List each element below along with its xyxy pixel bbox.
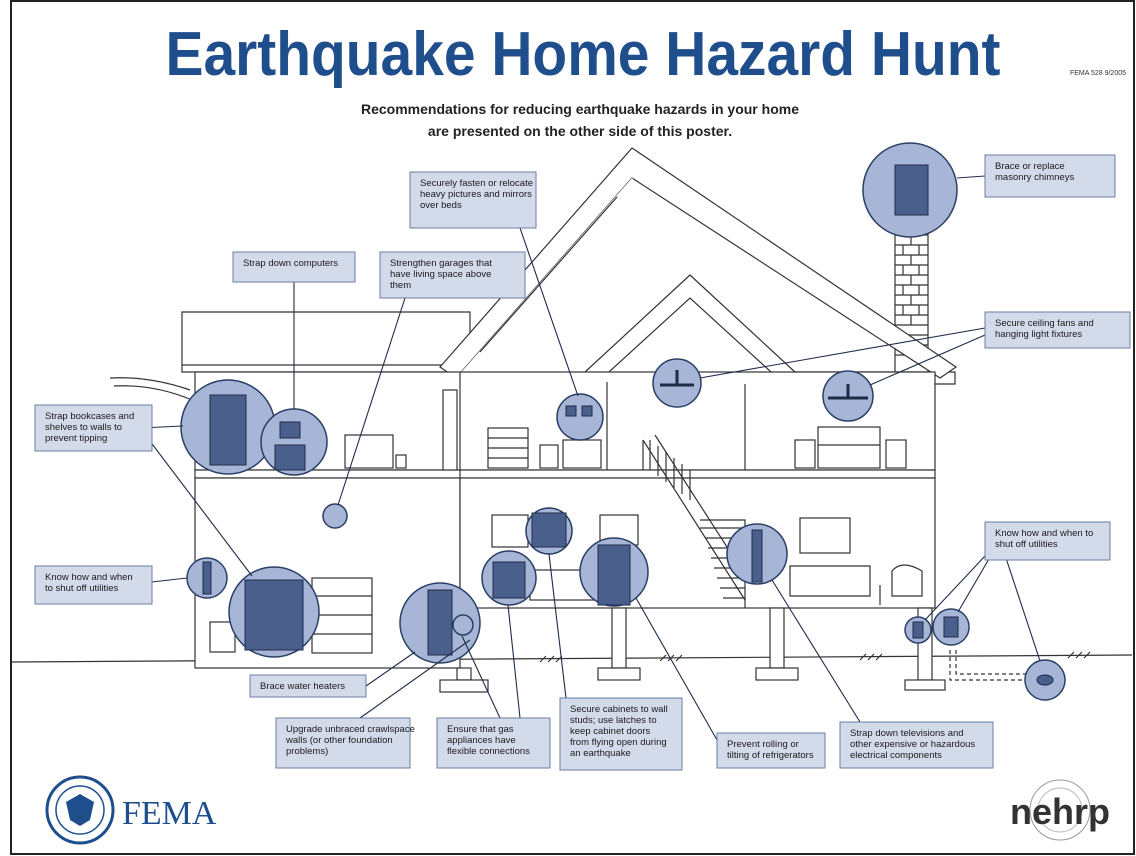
callout-text: hanging light fixtures xyxy=(995,329,1082,340)
callout-text: Upgrade unbraced crawlspace xyxy=(286,724,415,735)
callout-text: Secure cabinets to wall xyxy=(570,704,668,715)
callout-text: Know how and when xyxy=(45,572,133,583)
callout-text: other expensive or hazardous xyxy=(850,739,975,750)
callout-text: have living space above xyxy=(390,269,491,280)
callout-text: Strap bookcases and xyxy=(45,411,134,422)
title: Earthquake Home Hazard Hunt xyxy=(166,20,1001,89)
callout-text: an earthquake xyxy=(570,748,631,759)
fema-wordmark: FEMA xyxy=(122,795,217,832)
callout-text: Secure ceiling fans and xyxy=(995,318,1094,329)
callout-text: keep cabinet doors xyxy=(570,726,651,737)
callout-text: electrical components xyxy=(850,750,942,761)
subtitle: Recommendations for reducing earthquake … xyxy=(361,101,799,117)
callout-text: Securely fasten or relocate xyxy=(420,178,533,189)
callout-text: Prevent rolling or xyxy=(727,739,799,750)
callout-text: to shut off utilities xyxy=(45,583,118,594)
callout-text: over beds xyxy=(420,200,462,211)
callout-text: heavy pictures and mirrors xyxy=(420,189,532,200)
callout-text: Strap down computers xyxy=(243,258,338,269)
callout-text: prevent tipping xyxy=(45,433,107,444)
callout-text: Strengthen garages that xyxy=(390,258,492,269)
callout-text: masonry chimneys xyxy=(995,172,1074,183)
callout-text: tilting of refrigerators xyxy=(727,750,814,761)
callout-text: appliances have xyxy=(447,735,516,746)
callout-text: flexible connections xyxy=(447,746,530,757)
callout-text: Ensure that gas xyxy=(447,724,514,735)
callout-text: Brace water heaters xyxy=(260,681,345,692)
subtitle: are presented on the other side of this … xyxy=(428,123,732,139)
callout-text: shut off utilities xyxy=(995,539,1058,550)
poster-code: FEMA 528 9/2005 xyxy=(1070,70,1126,77)
callout-text: Know how and when to xyxy=(995,528,1093,539)
callout-text: them xyxy=(390,280,411,291)
nehrp-wordmark: nehrp xyxy=(1010,791,1110,832)
callout-text: walls (or other foundation xyxy=(285,735,393,746)
poster: Earthquake Home Hazard Hunt FEMA 528 9/2… xyxy=(0,0,1136,856)
callout-text: shelves to walls to xyxy=(45,422,122,433)
callout-text: from flying open during xyxy=(570,737,667,748)
callout-text: Strap down televisions and xyxy=(850,728,964,739)
callout-text: Brace or replace xyxy=(995,161,1065,172)
callout-text: studs; use latches to xyxy=(570,715,657,726)
callout-text: problems) xyxy=(286,746,328,757)
